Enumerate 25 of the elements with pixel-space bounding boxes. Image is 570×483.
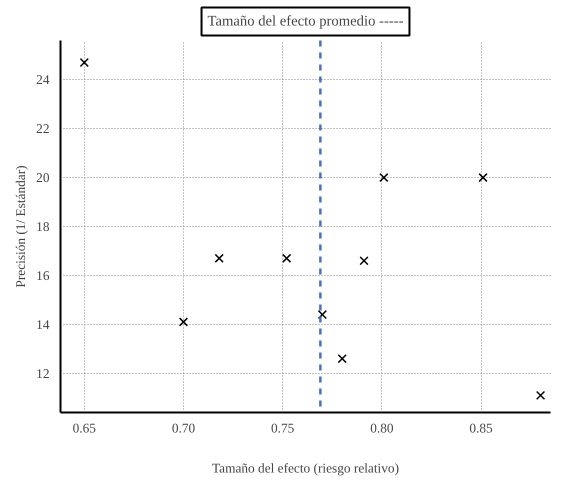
y-tick-label: 22 — [36, 121, 50, 136]
point — [318, 310, 327, 320]
y-tick-label: 20 — [36, 170, 50, 186]
chart-title: Tamaño del efecto promedio ----- — [208, 14, 404, 30]
point — [80, 58, 89, 68]
y-tick-label: 24 — [36, 72, 50, 88]
y-axis-title: Precisión (1/ Estándar) — [13, 165, 28, 288]
x-tick-label: 0.85 — [469, 420, 494, 436]
point — [178, 317, 188, 327]
x-tick-label: 0.80 — [370, 420, 394, 436]
y-tick-label: 16 — [36, 268, 50, 283]
point — [359, 256, 369, 266]
y-tick-label: 12 — [36, 366, 50, 381]
y-tick-label: 14 — [36, 316, 50, 332]
point — [379, 172, 388, 182]
point — [282, 254, 292, 263]
point — [536, 390, 546, 400]
point — [214, 254, 224, 263]
x-axis-title: Tamaño del efecto (riesgo relativo) — [212, 460, 400, 476]
point — [338, 354, 347, 364]
x-tick-label: 0.70 — [172, 420, 196, 436]
y-tick-label: 18 — [36, 219, 50, 234]
x-tick-label: 0.75 — [271, 420, 295, 436]
point — [478, 172, 488, 182]
x-tick-label: 0.65 — [72, 420, 96, 436]
